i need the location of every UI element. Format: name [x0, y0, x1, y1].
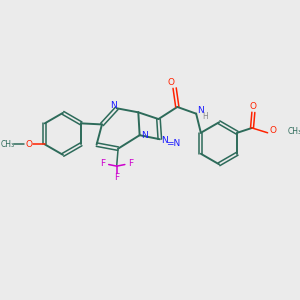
Text: N: N	[141, 131, 148, 140]
Text: N: N	[197, 106, 204, 116]
Text: CH₃: CH₃	[288, 127, 300, 136]
Text: N: N	[161, 136, 168, 145]
Text: O: O	[25, 140, 32, 149]
Text: O: O	[250, 102, 257, 111]
Text: N: N	[110, 100, 117, 109]
Text: F: F	[128, 160, 133, 169]
Text: O: O	[269, 126, 277, 135]
Text: CH₃: CH₃	[1, 140, 15, 149]
Text: F: F	[114, 173, 119, 182]
Text: =N: =N	[166, 139, 180, 148]
Text: F: F	[100, 160, 105, 169]
Text: O: O	[168, 78, 175, 87]
Text: H: H	[202, 112, 208, 122]
